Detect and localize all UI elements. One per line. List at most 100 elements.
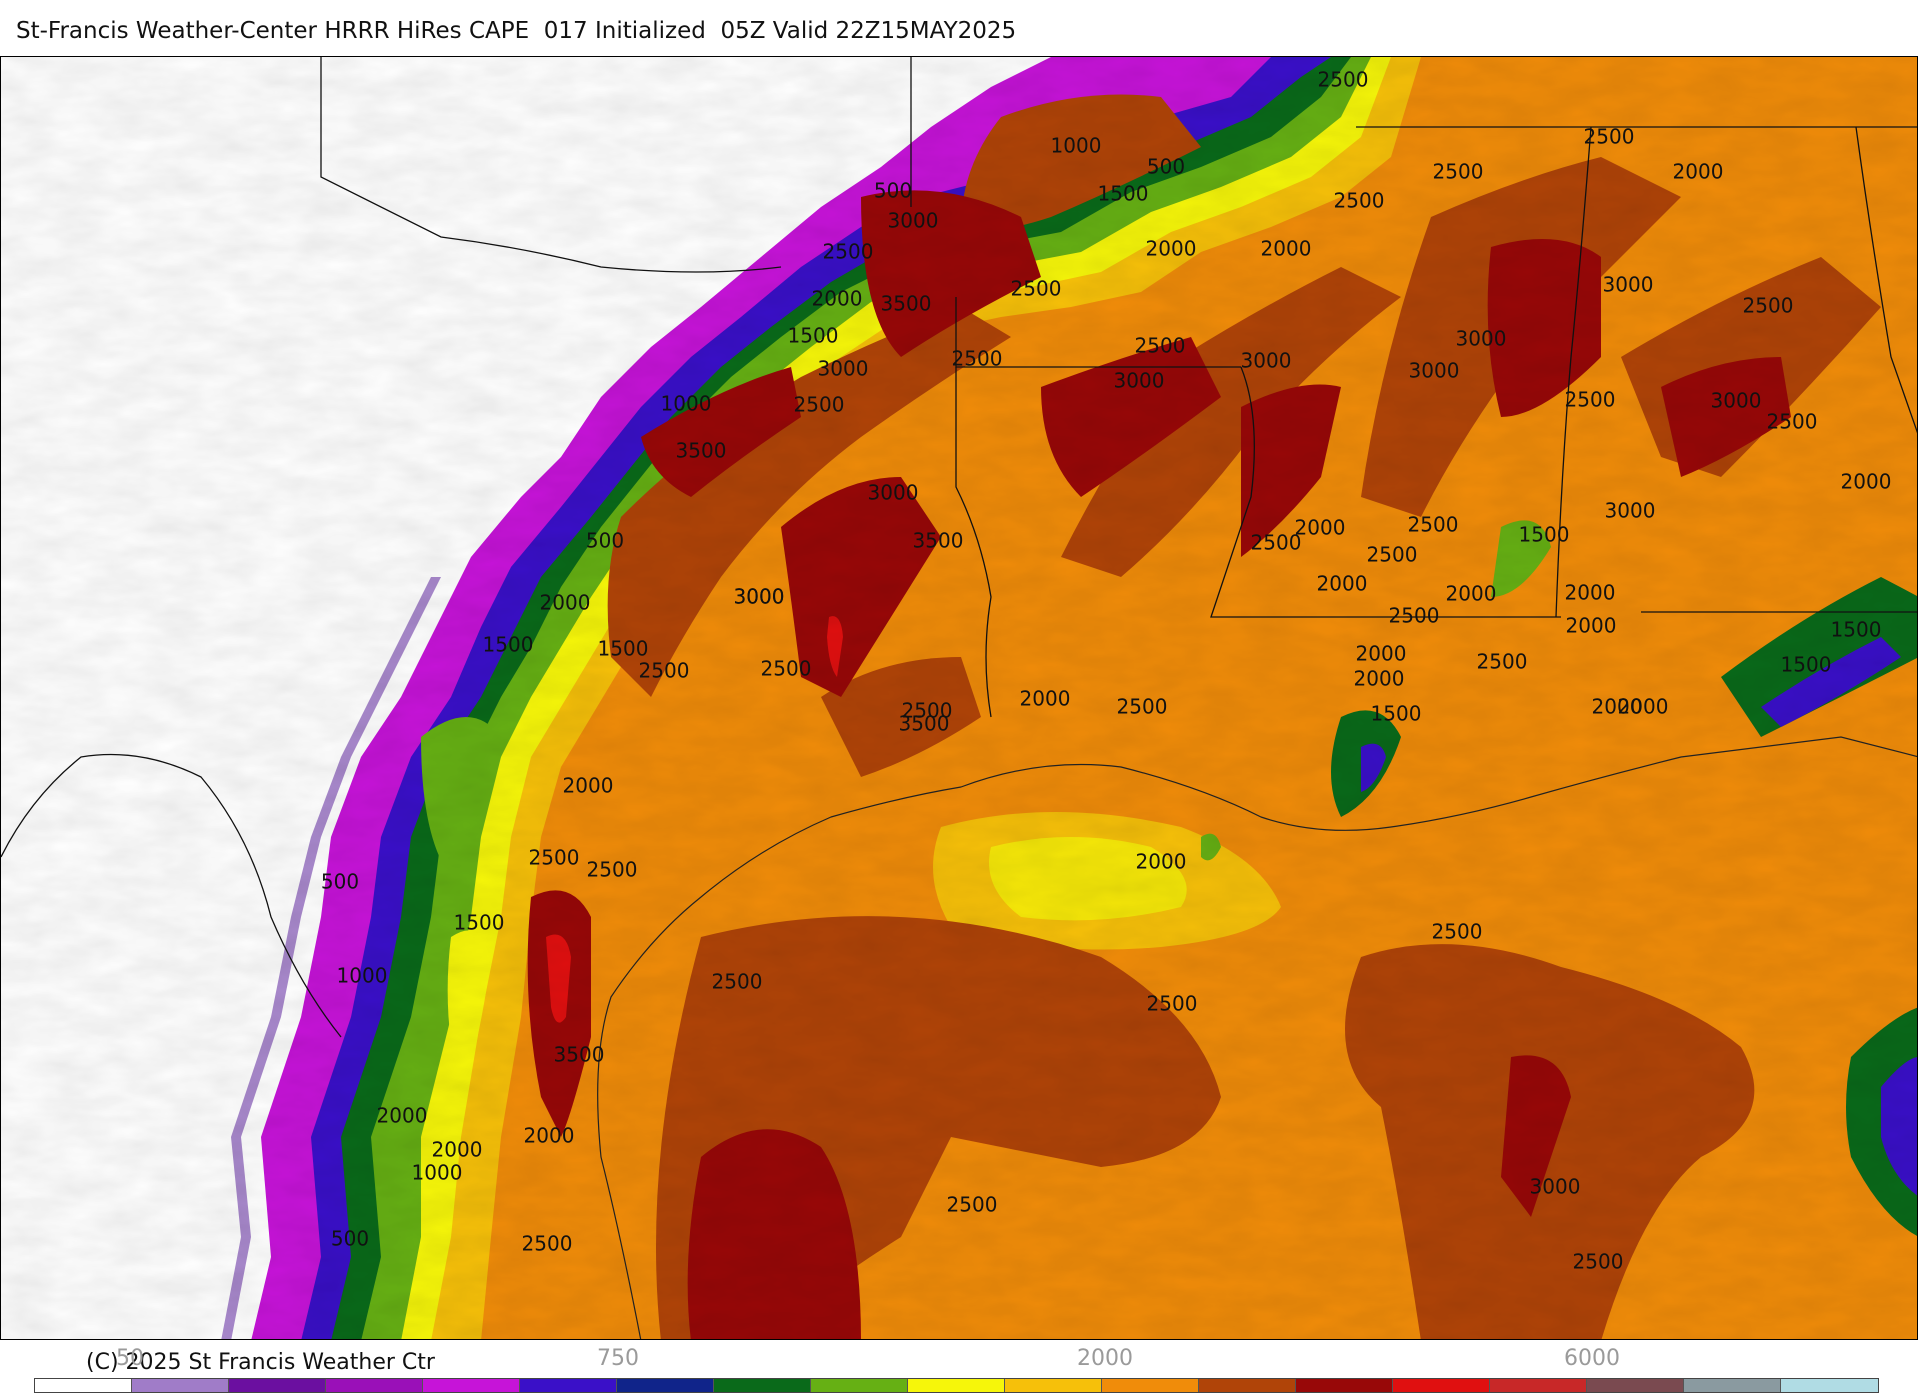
state-line-5 [1210,366,1561,618]
colorbar-swatch [908,1379,1005,1392]
contour-label: 2500 [1135,334,1186,358]
contour-label: 1500 [1519,523,1570,547]
colorbar-swatch [132,1379,229,1392]
contour-label: 1500 [1098,182,1149,206]
contour-label: 2000 [1261,237,1312,261]
contour-label: 3500 [554,1043,605,1067]
colorbar [34,1378,1879,1393]
contour-label: 1000 [661,392,712,416]
contour-label: 2000 [1356,642,1407,666]
contour-label: 2000 [1354,667,1405,691]
contour-label: 2000 [540,591,591,615]
colorbar-swatch [1199,1379,1296,1392]
contour-label: 2500 [1767,410,1818,434]
contour-label: 2000 [1565,581,1616,605]
contour-label: 500 [331,1227,369,1251]
colorbar-swatch [229,1379,326,1392]
state-boundaries [1,57,1917,1038]
colorbar-swatch [714,1379,811,1392]
contour-label: 2500 [761,657,812,681]
contour-label: 2500 [712,970,763,994]
contour-label: 1500 [483,633,534,657]
contour-label: 3500 [676,439,727,463]
contour-label: 2000 [524,1124,575,1148]
state-line-7 [1555,126,1592,618]
state-line-1 [320,57,782,273]
cape-map-canvas: 2500 2500 1000 500 2500 2000 500 1500 30… [1,57,1917,1339]
colorbar-swatch [1102,1379,1199,1392]
contour-label: 1500 [1831,618,1882,642]
contour-label: 2500 [1408,513,1459,537]
contour-label: 2500 [1743,294,1794,318]
contour-label: 2000 [1446,582,1497,606]
contour-label: 500 [1147,155,1185,179]
contour-label: 2500 [1251,531,1302,555]
state-line-4 [955,367,992,718]
contour-label: 2000 [1673,160,1724,184]
contour-label: 500 [586,529,624,553]
colorbar-tick-label: 750 [597,1346,639,1371]
colorbar-swatch [35,1379,132,1392]
contour-label: 2000 [1136,850,1187,874]
colorbar-swatch [1587,1379,1684,1392]
contour-label: 3000 [1603,273,1654,297]
contour-label: 2000 [1020,687,1071,711]
contour-label: 2000 [1146,237,1197,261]
colorbar-swatch [423,1379,520,1392]
contour-label: 3000 [818,357,869,381]
contour-label: 3500 [913,529,964,553]
coastline-path [597,736,1917,1339]
contour-label: 2500 [1334,189,1385,213]
contour-label: 2500 [639,659,690,683]
contour-label: 3000 [1605,499,1656,523]
contour-label: 2500 [823,240,874,264]
contour-label: 1500 [454,911,505,935]
cape-fill [1,57,1917,1339]
colorbar-swatch [1005,1379,1102,1392]
contour-label: 2000 [1566,614,1617,638]
contour-label: 3000 [1711,389,1762,413]
contour-label: 2500 [1318,68,1369,92]
contour-label: 2500 [1011,277,1062,301]
colorbar-swatch [1684,1379,1781,1392]
contour-label: 2000 [432,1138,483,1162]
colorbar-swatch [811,1379,908,1392]
contour-label: 500 [874,179,912,203]
contour-label: 2000 [1317,572,1368,596]
contour-label: 1000 [412,1161,463,1185]
contour-label: 3000 [734,585,785,609]
contour-label: 2500 [1432,920,1483,944]
contour-label: 2000 [1592,695,1643,719]
colorbar-tick-label: 6000 [1564,1346,1620,1371]
contour-label: 1000 [337,964,388,988]
contour-label: 3000 [1456,327,1507,351]
contour-label: 3000 [734,585,785,609]
contour-label: 2000 [563,774,614,798]
contour-label: 3000 [888,209,939,233]
contour-label: 2500 [529,846,580,870]
contour-label: 2000 [812,287,863,311]
contour-label: 500 [321,870,359,894]
contour-label: 2500 [947,1193,998,1217]
colorbar-swatch [520,1379,617,1392]
colorbar-swatch [1296,1379,1393,1392]
contour-label: 2500 [1584,125,1635,149]
contour-label: 2000 [1841,470,1892,494]
contour-label: 2000 [377,1104,428,1128]
contour-label: 2500 [1433,160,1484,184]
colorbar-tick-label: 50 [116,1346,144,1371]
contour-label: 3000 [1409,359,1460,383]
contour-label: 1000 [1051,134,1102,158]
contour-label: 3500 [899,712,950,736]
contour-label: 2500 [1573,1250,1624,1274]
contour-label: 2500 [1147,992,1198,1016]
cape-texture [1,57,1917,1339]
state-line-8 [1855,126,1917,434]
contour-label: 3000 [868,481,919,505]
contour-label: 2500 [1389,604,1440,628]
state-line-10 [1,753,342,1038]
contour-label: 1500 [788,324,839,348]
contour-label: 2500 [1367,543,1418,567]
contour-label: 2000 [1618,695,1669,719]
colorbar-tick-label: 2000 [1077,1346,1133,1371]
